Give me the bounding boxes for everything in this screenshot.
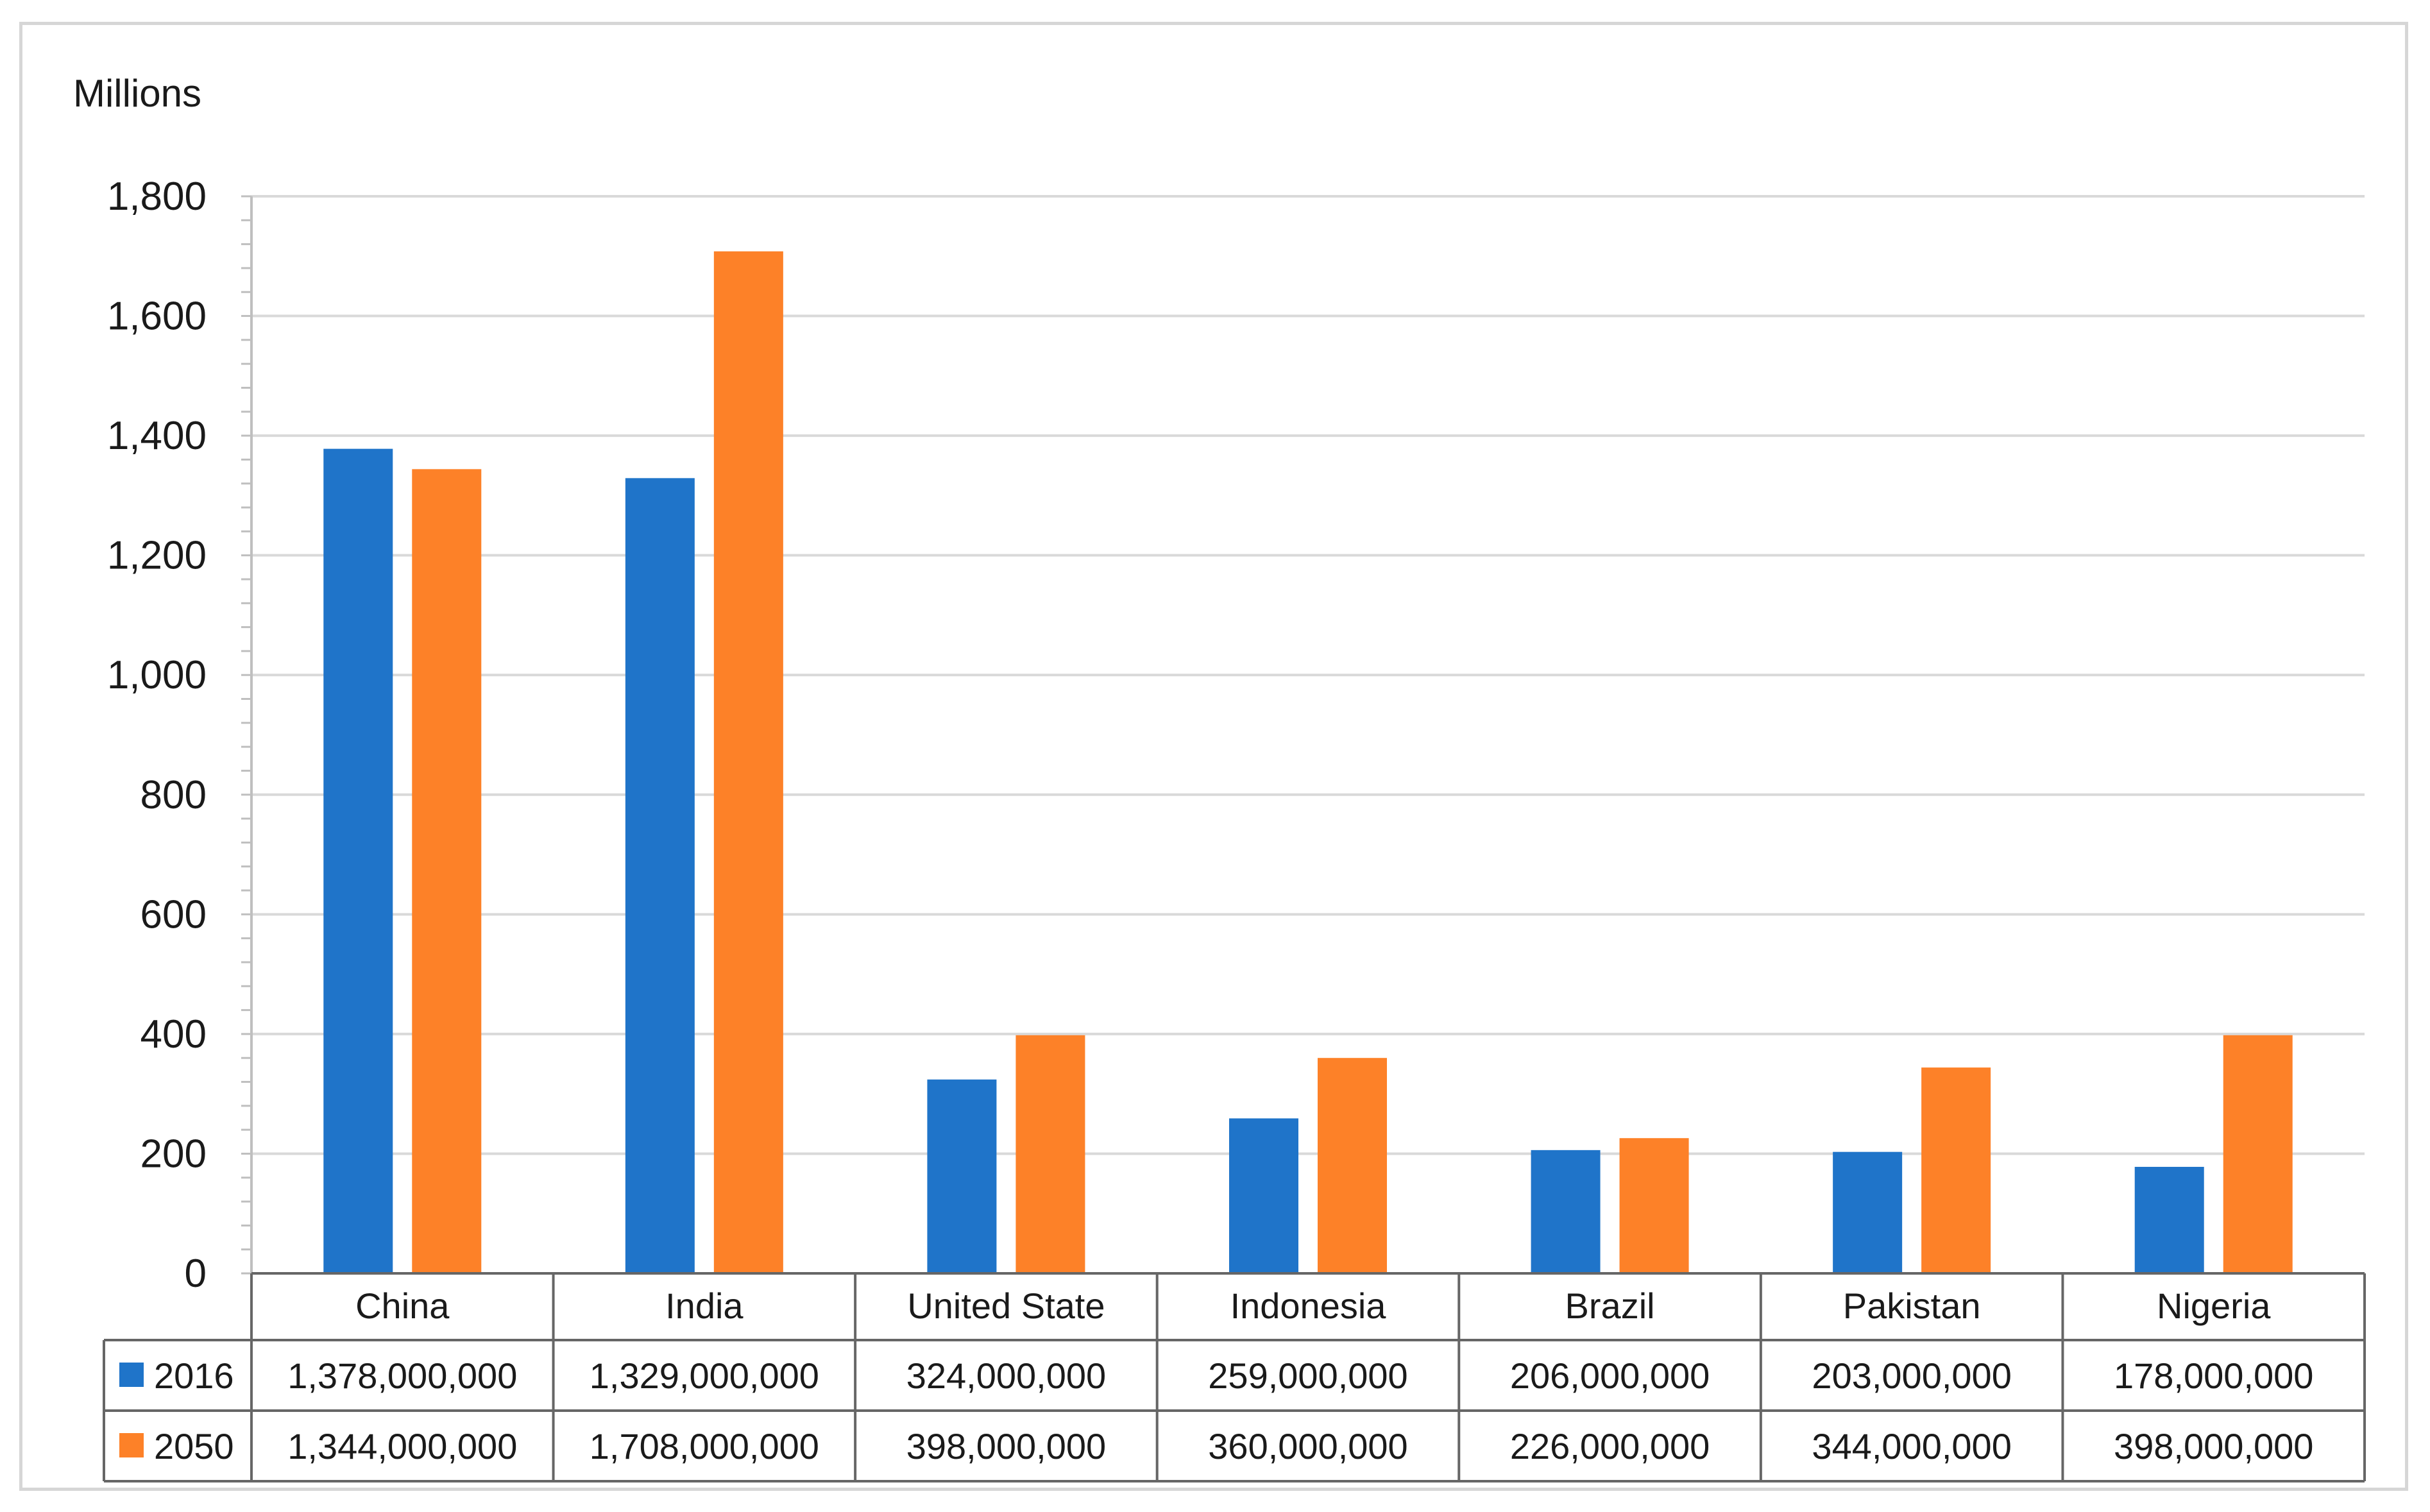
gridlines [251, 195, 2365, 1155]
bar-2050-china [412, 469, 482, 1273]
category-label: India [665, 1286, 743, 1326]
bar-2016-nigeria [2134, 1166, 2204, 1273]
table-value-cell: 178,000,000 [2114, 1355, 2313, 1396]
y-axis-unit-label: Millions [73, 72, 201, 115]
table-value-cell: 1,378,000,000 [287, 1355, 517, 1396]
table-value-cell: 259,000,000 [1208, 1355, 1407, 1396]
table-value-cell: 324,000,000 [906, 1355, 1106, 1396]
table-value-cell: 1,708,000,000 [590, 1426, 819, 1466]
bar-2050-brazil [1619, 1138, 1689, 1273]
table-value-cell: 360,000,000 [1208, 1426, 1407, 1466]
y-tick-label: 1,800 [107, 174, 207, 219]
bar-2016-indonesia [1229, 1118, 1298, 1273]
bar-2050-india [713, 251, 783, 1273]
bar-2050-pakistan [1921, 1067, 1991, 1273]
bar-2016-united-state [927, 1079, 997, 1273]
data-table: China India United State Indonesia Brazil Pak… [103, 1272, 2366, 1482]
bar-2050-nigeria [2223, 1035, 2293, 1273]
table-value-cell: 1,329,000,000 [590, 1355, 819, 1396]
bar-2016-pakistan [1833, 1151, 1903, 1273]
bar-2050-indonesia [1318, 1058, 1387, 1273]
table-value-cell: 203,000,000 [1812, 1355, 2011, 1396]
y-tick-label: 800 [140, 773, 207, 817]
bar-2016-india [625, 478, 695, 1273]
category-label: Nigeria [2157, 1286, 2271, 1326]
legend-label: 2050 [154, 1426, 234, 1466]
y-tick-label: 200 [140, 1132, 207, 1176]
y-tick-label: 600 [140, 892, 207, 937]
bar-2050-united-state [1015, 1035, 1085, 1273]
bar-2016-brazil [1531, 1150, 1601, 1273]
y-tick-label: 1,000 [107, 653, 207, 697]
y-tick-label: 1,200 [107, 534, 207, 578]
legend-key-2050 [119, 1433, 144, 1457]
table-value-cell: 206,000,000 [1510, 1355, 1710, 1396]
y-axis: 0 200 400 600 800 1,000 1,200 1,400 1,600 1,800 [107, 174, 253, 1296]
legend-label: 2016 [154, 1355, 234, 1396]
category-label: China [355, 1286, 450, 1326]
category-label: Indonesia [1230, 1286, 1387, 1326]
category-label: United State [907, 1286, 1105, 1326]
bars [323, 251, 2293, 1273]
category-label: Brazil [1565, 1286, 1655, 1326]
table-value-cell: 398,000,000 [2114, 1426, 2313, 1466]
y-tick-label: 1,600 [107, 294, 207, 339]
y-tick-label: 1,400 [107, 414, 207, 458]
table-value-cell: 398,000,000 [906, 1426, 1106, 1466]
category-label: Pakistan [1843, 1286, 1981, 1326]
table-value-cell: 226,000,000 [1510, 1426, 1710, 1466]
y-tick-label: 0 [185, 1252, 207, 1296]
y-tick-label: 400 [140, 1012, 207, 1057]
legend-key-2016 [119, 1363, 144, 1387]
table-value-cell: 1,344,000,000 [287, 1426, 517, 1466]
bar-2016-china [323, 448, 393, 1273]
table-value-cell: 344,000,000 [1812, 1426, 2011, 1466]
